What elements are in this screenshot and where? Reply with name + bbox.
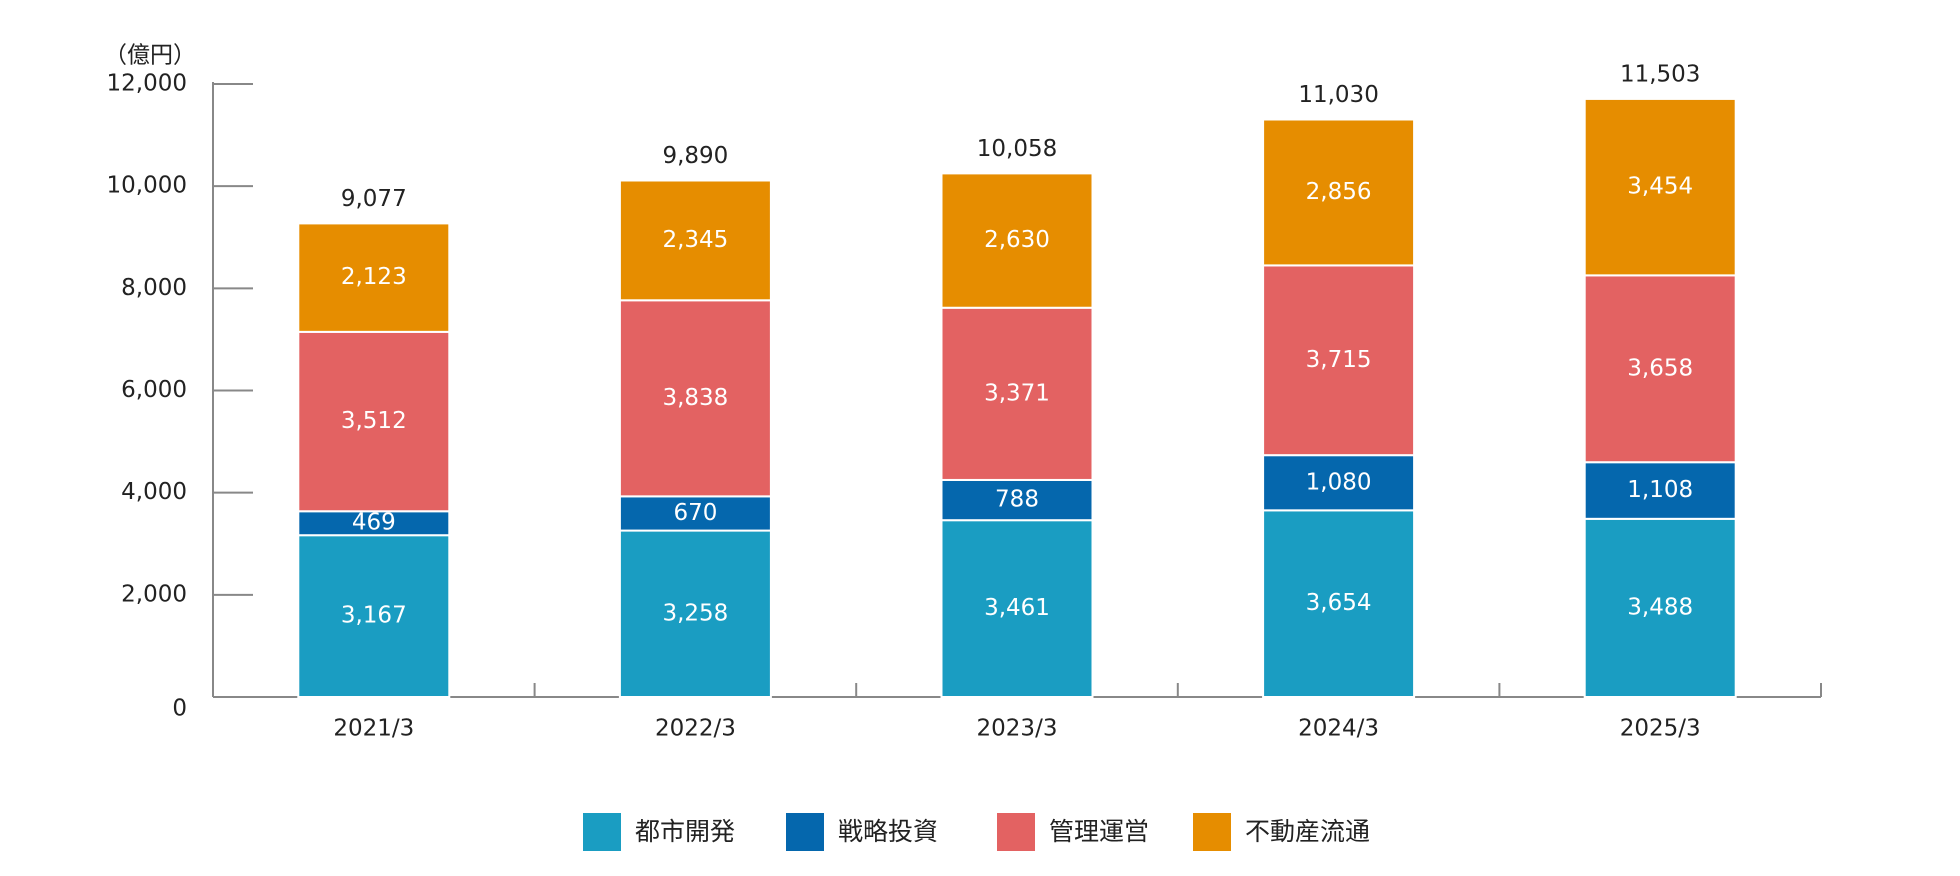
bar-value-label: 2,856 xyxy=(1306,179,1372,205)
y-tick-label: 8,000 xyxy=(121,275,187,301)
bar-value-label: 2,345 xyxy=(662,227,728,253)
y-tick-label: 10,000 xyxy=(107,173,187,199)
total-label: 9,077 xyxy=(341,186,407,212)
bar-value-label: 3,658 xyxy=(1627,355,1693,381)
bar-segment xyxy=(1583,97,1737,277)
legend-label: 管理運営 xyxy=(1049,817,1149,846)
bar-segment xyxy=(940,519,1094,698)
bar-value-label: 3,654 xyxy=(1306,590,1372,616)
bar-segment xyxy=(618,299,772,498)
bar-value-label: 469 xyxy=(352,510,396,536)
bar-segment xyxy=(297,222,451,333)
y-tick-label: 6,000 xyxy=(121,377,187,403)
bar-value-label: 3,488 xyxy=(1627,594,1693,620)
bar-value-label: 3,461 xyxy=(984,595,1050,621)
total-label: 11,030 xyxy=(1298,82,1378,108)
legend-label: 戦略投資 xyxy=(838,817,938,846)
bar-segment xyxy=(1262,509,1416,698)
legend-swatch xyxy=(1193,813,1231,851)
x-tick-label: 2024/3 xyxy=(1298,716,1379,742)
bar-segment xyxy=(297,330,451,513)
bar-value-label: 3,454 xyxy=(1627,174,1693,200)
bar-segment xyxy=(297,534,451,698)
bar-value-label: 3,838 xyxy=(662,385,728,411)
x-tick-label: 2025/3 xyxy=(1620,716,1701,742)
bar-segment xyxy=(618,179,772,302)
y-tick-label: 0 xyxy=(172,696,187,722)
legend-label: 都市開発 xyxy=(635,817,735,846)
bar-value-label: 2,630 xyxy=(984,227,1050,253)
bar-segment xyxy=(1583,461,1737,520)
legend-label: 不動産流通 xyxy=(1245,817,1370,846)
bar-value-label: 3,371 xyxy=(984,380,1050,406)
bar-value-label: 3,258 xyxy=(662,600,728,626)
bar-value-label: 1,080 xyxy=(1306,469,1372,495)
total-label: 9,890 xyxy=(662,143,728,169)
x-tick-label: 2022/3 xyxy=(655,716,736,742)
bar-value-label: 3,512 xyxy=(341,408,407,434)
y-tick-label: 2,000 xyxy=(121,581,187,607)
total-label: 10,058 xyxy=(977,136,1057,162)
y-axis-label: （億円） xyxy=(104,43,196,69)
bar-segment xyxy=(940,478,1094,522)
legend-swatch xyxy=(583,813,621,851)
y-tick-label: 12,000 xyxy=(107,71,187,97)
bar-value-label: 3,167 xyxy=(341,603,407,629)
bar-segment xyxy=(618,495,772,532)
bar-value-label: 1,108 xyxy=(1627,477,1693,503)
y-tick-label: 4,000 xyxy=(121,479,187,505)
legend-swatch xyxy=(997,813,1035,851)
x-tick-label: 2023/3 xyxy=(977,716,1058,742)
bar-segment xyxy=(618,529,772,698)
bar-segment xyxy=(1262,118,1416,267)
bar-segment xyxy=(940,172,1094,309)
bar-segment xyxy=(940,306,1094,481)
legend-swatch xyxy=(786,813,824,851)
total-label: 11,503 xyxy=(1620,61,1700,87)
bar-value-label: 2,123 xyxy=(341,264,407,290)
bar-value-label: 3,715 xyxy=(1306,347,1372,373)
bar-segment xyxy=(1262,454,1416,512)
bar-value-label: 670 xyxy=(673,500,717,526)
x-tick-label: 2021/3 xyxy=(333,716,414,742)
bar-segment xyxy=(1583,517,1737,699)
bar-segment xyxy=(1262,264,1416,457)
bar-value-label: 788 xyxy=(995,487,1039,513)
